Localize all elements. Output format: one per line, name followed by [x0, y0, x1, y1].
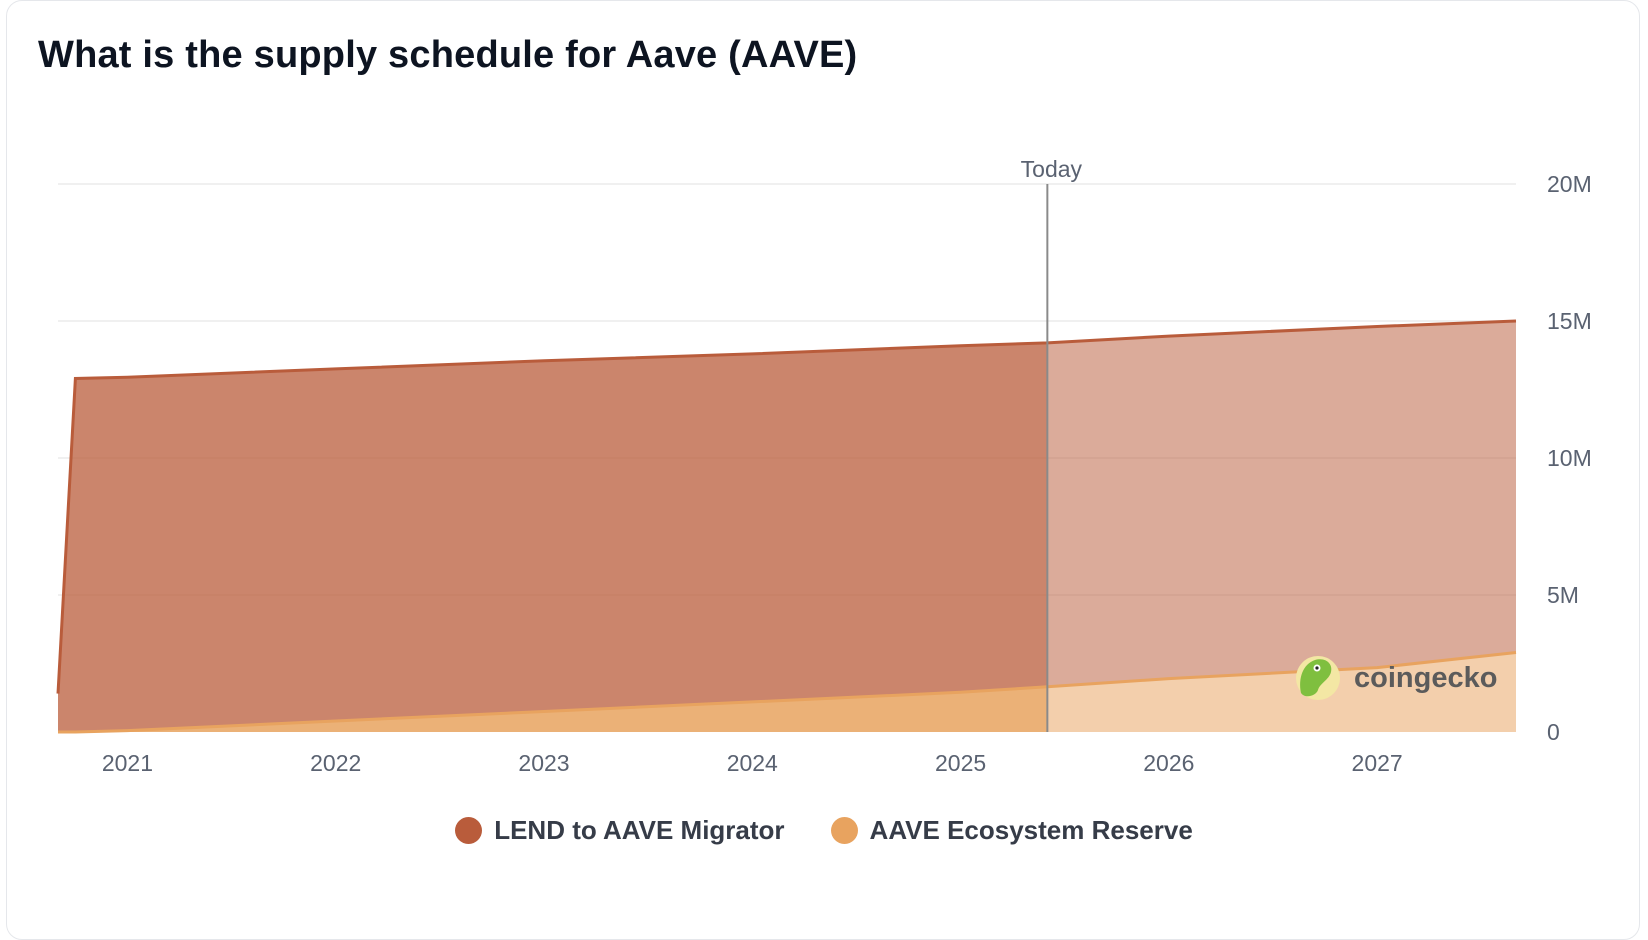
y-tick-label: 15M [1547, 308, 1592, 334]
gecko-logo-icon [1296, 656, 1340, 700]
page-title: What is the supply schedule for Aave (AA… [38, 34, 858, 76]
x-axis-ticks: 2021 2022 2023 2024 2025 2026 2027 [102, 750, 1403, 776]
area-aave-ecosystem-reserve [1047, 652, 1516, 732]
line-lend-to-aave-migrator [56, 319, 1517, 694]
legend-dot-icon [830, 816, 858, 844]
x-tick-label: 2027 [1352, 750, 1403, 776]
today-label: Today [1021, 156, 1083, 182]
legend: LEND to AAVE Migrator AAVE Ecosystem Rese… [0, 810, 1648, 850]
area-lend-to-aave-migrator [1047, 321, 1516, 687]
legend-item-aave-ecosystem-reserve[interactable]: AAVE Ecosystem Reserve [830, 814, 1193, 846]
area-past [58, 342, 1048, 732]
today-marker: Today [1021, 156, 1083, 732]
y-tick-label: 0 [1547, 719, 1560, 745]
y-tick-label: 5M [1547, 582, 1579, 608]
y-tick-label: 20M [1547, 171, 1592, 197]
x-tick-label: 2024 [727, 750, 778, 776]
legend-label: LEND to AAVE Migrator [494, 814, 785, 845]
legend-dot-icon [455, 816, 483, 844]
area-series [56, 319, 1517, 734]
watermark-text: coingecko [1354, 662, 1497, 694]
x-tick-label: 2025 [935, 750, 986, 776]
area-lend-to-aave-migrator [58, 342, 1048, 732]
x-tick-label: 2026 [1143, 750, 1194, 776]
area-aave-ecosystem-reserve [58, 686, 1048, 732]
area-future [1047, 321, 1516, 732]
x-tick-label: 2021 [102, 750, 153, 776]
line-aave-ecosystem-reserve [58, 651, 1517, 734]
x-tick-label: 2022 [310, 750, 361, 776]
legend-item-lend-to-aave-migrator[interactable]: LEND to AAVE Migrator [455, 814, 785, 846]
watermark: coingecko [1296, 656, 1497, 700]
y-axis-ticks: 0 5M 10M 15M 20M [1547, 171, 1592, 745]
legend-label: AAVE Ecosystem Reserve [869, 814, 1193, 845]
x-tick-label: 2023 [518, 750, 569, 776]
y-tick-label: 10M [1547, 445, 1592, 471]
